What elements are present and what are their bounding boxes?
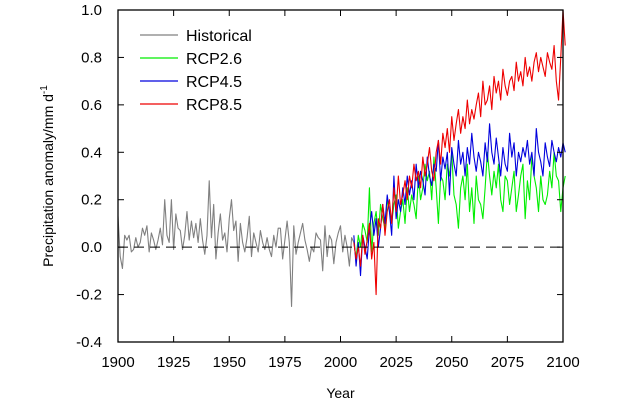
x-tick-label: 1925: [157, 354, 190, 371]
y-tick-label: 0.2: [81, 192, 102, 209]
y-tick-label: 1.0: [81, 2, 102, 19]
tick-layer: 1900 1925 1950 1975 2000 2025 2050 2075 2100 -0.4…: [76, 2, 580, 371]
y-axis-title: Precipitation anomaly/mm d-1: [39, 85, 56, 267]
x-tick-label: 1975: [268, 354, 301, 371]
x-tick-label: 1900: [101, 354, 134, 371]
series-line-rcp8-5: [353, 9, 566, 296]
y-axis-title-superscript: -1: [39, 85, 50, 94]
y-tick-label: 0.8: [81, 49, 102, 66]
legend-label: RCP8.5: [186, 97, 242, 114]
series-layer: [117, 9, 566, 307]
y-tick-label: -0.4: [76, 334, 102, 351]
series-line-historical: [117, 180, 355, 307]
x-tick-label: 2075: [491, 354, 524, 371]
legend-label: Historical: [186, 28, 252, 45]
legend: Historical RCP2.6 RCP4.5 RCP8.5: [140, 28, 252, 114]
x-tick-label: 1950: [213, 354, 246, 371]
x-axis-title: Year: [326, 385, 355, 401]
y-axis-title-main: Precipitation anomaly/mm d: [40, 94, 56, 267]
legend-label: RCP2.6: [186, 51, 242, 68]
legend-label: RCP4.5: [186, 74, 242, 91]
x-tick-label: 2025: [379, 354, 412, 371]
x-tick-label: 2100: [546, 354, 579, 371]
y-tick-label: 0.4: [81, 144, 102, 161]
plot-frame: [117, 9, 564, 343]
x-tick-label: 2050: [435, 354, 468, 371]
y-tick-label: 0.0: [81, 239, 102, 256]
y-tick-label: 0.6: [81, 97, 102, 114]
y-tick-label: -0.2: [76, 287, 102, 304]
x-tick-label: 2000: [324, 354, 357, 371]
series-line-rcp4-5: [353, 123, 566, 277]
